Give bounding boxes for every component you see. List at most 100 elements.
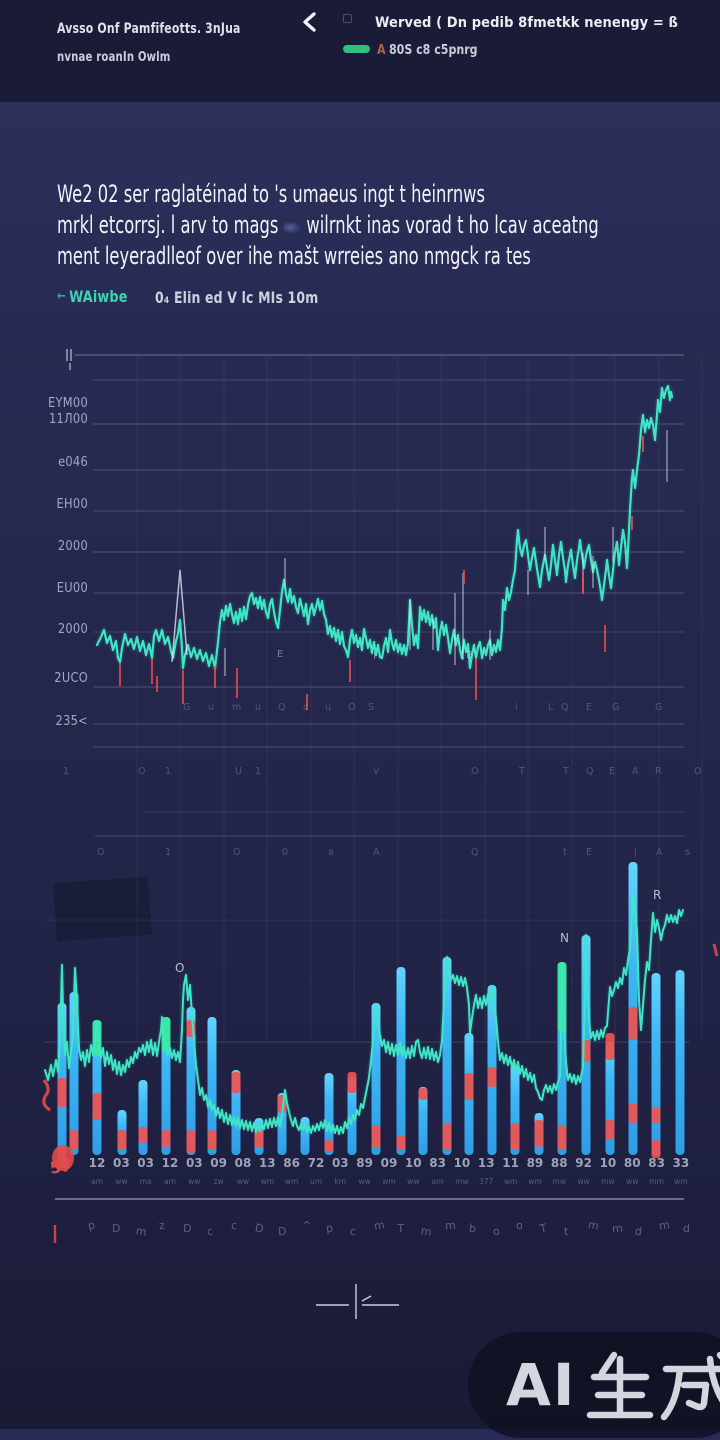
- bottom-glyph: D: [111, 1221, 121, 1236]
- bottom-glyph: m: [586, 1218, 600, 1233]
- tag-waiwbe[interactable]: ← WAiwbe: [57, 287, 128, 306]
- x-axis-sub-label: wm: [503, 1177, 518, 1186]
- x-axis-label: 13: [258, 1156, 276, 1170]
- x-axis-sub-label: ww: [626, 1177, 639, 1186]
- bar-red-segment: [92, 1093, 102, 1120]
- x-axis-label: 12: [161, 1156, 179, 1170]
- bar-red-segment: [138, 1127, 148, 1143]
- bottom-glyph: c: [349, 1224, 357, 1239]
- axis-tick-glyph: A: [373, 847, 380, 858]
- tag-elined[interactable]: 0₄ Elin ed V lc MIs 10m: [155, 288, 319, 307]
- axis-tick-glyph: Q: [278, 702, 286, 713]
- watermark-pill: AI: [468, 1332, 720, 1438]
- axis-tick-glyph: Q: [586, 766, 594, 777]
- x-axis-label: 10: [453, 1156, 471, 1170]
- bottom-glyph: m: [611, 1221, 623, 1236]
- x-axis-label: 03: [185, 1156, 203, 1170]
- y-axis-label: 2UCO: [54, 671, 88, 686]
- x-axis-label: 11: [502, 1156, 519, 1170]
- y-axis-label: 2000: [57, 539, 88, 554]
- bottom-glyph: m: [658, 1218, 671, 1233]
- axis-tick-glyph: O: [138, 766, 146, 777]
- axis-tick-glyph: u: [208, 702, 215, 713]
- bottom-glyph: o: [491, 1224, 501, 1239]
- axis-tick-glyph: |: [634, 847, 638, 858]
- axis-tick-glyph: 1: [255, 766, 262, 777]
- bar-red-segment: [347, 1072, 357, 1093]
- axis-tick-glyph: G: [655, 702, 663, 713]
- price-line: [95, 384, 674, 670]
- intro-paragraph: We2 02 ser raglatéinad to 's umaeus ingt…: [57, 179, 599, 272]
- axis-tick-glyph: U: [235, 766, 242, 777]
- red-scribble: [42, 1079, 51, 1112]
- x-axis-sub-label: ww: [577, 1177, 590, 1186]
- axis-tick-glyph: Q: [561, 702, 569, 713]
- red-blob: [52, 1145, 74, 1171]
- x-axis-label: 03: [137, 1156, 154, 1170]
- watermark-hanzi: [587, 1351, 720, 1421]
- x-axis-sub-label: am: [431, 1177, 444, 1186]
- y-axis-label: 235<: [55, 714, 88, 729]
- bar-red-segment: [605, 1120, 615, 1140]
- red-x-label: 57: [49, 1156, 74, 1178]
- x-axis-sub-label: ww: [358, 1177, 371, 1186]
- bar-red-segment: [510, 1123, 520, 1150]
- x-axis-sub-label: mw: [552, 1177, 566, 1186]
- bottom-glyph: o: [516, 1218, 524, 1233]
- bar-red-segment: [371, 1125, 381, 1148]
- chart-glyph: B: [466, 650, 473, 661]
- bar-red-segment: [534, 1120, 544, 1147]
- x-axis-sub-label: km: [334, 1177, 347, 1186]
- x-axis-sub-label: ma: [139, 1177, 152, 1186]
- axis-tick-glyph: 0: [282, 847, 289, 858]
- bar-red-segment: [628, 1103, 638, 1123]
- x-axis-sub-label: wm: [674, 1177, 688, 1186]
- chart-glyph: I: [373, 651, 376, 662]
- x-axis-sub-label: wm: [528, 1177, 542, 1186]
- bar-red-segment: [396, 1135, 406, 1150]
- volume-bar: [651, 973, 661, 1155]
- back-icon[interactable]: [301, 12, 319, 32]
- x-axis-label: 86: [283, 1156, 300, 1170]
- x-axis-label: 80: [623, 1156, 641, 1170]
- axis-tick-glyph: 1: [165, 847, 172, 858]
- report-subheader-text: A 80S c8 c5pnrg: [377, 43, 478, 58]
- x-axis-label: 03: [331, 1156, 349, 1170]
- bar-red-segment: [651, 1140, 661, 1158]
- bottom-glyph: D: [278, 1224, 288, 1239]
- axis-tick-glyph: E: [586, 702, 593, 713]
- x-axis-sub-label: ww: [115, 1177, 128, 1186]
- axis-tick-glyph: c: [303, 702, 309, 713]
- volume-bar: [186, 1007, 196, 1155]
- bottom-glyph: m: [134, 1224, 148, 1239]
- x-axis-sub-label: mm: [649, 1177, 664, 1186]
- price-line2: [44, 894, 684, 1135]
- bar-red-segment: [57, 1078, 67, 1107]
- x-axis-label: 13: [477, 1156, 495, 1170]
- x-axis-label: 10: [599, 1156, 617, 1170]
- bar-red-segment: [605, 1033, 615, 1060]
- x-axis-label: 09: [210, 1156, 227, 1170]
- x-axis-sub-label: mw: [455, 1177, 469, 1186]
- intro-line-2: mrkl etcorrsj. l arv to mags wilrnkt ina…: [57, 211, 599, 239]
- axis-tick-glyph: i: [515, 702, 518, 713]
- y-axis-label: 2000: [57, 622, 88, 637]
- bar-red-segment: [487, 1067, 497, 1087]
- bottom-strip: [0, 1429, 720, 1440]
- bar-red-segment: [464, 1073, 474, 1100]
- axis-tick-glyph: t: [563, 847, 567, 858]
- bottom-glyph: b: [468, 1221, 477, 1236]
- x-axis-sub-label: 377: [479, 1177, 494, 1186]
- bar-red-segment: [418, 1088, 428, 1100]
- chart-annotation: N: [560, 931, 569, 945]
- axis-tick-glyph: O: [694, 766, 702, 777]
- x-axis-label: 33: [672, 1156, 690, 1170]
- axis-tick-glyph: 1: [165, 766, 172, 777]
- bar-red-segment: [231, 1072, 241, 1093]
- axis-tick-glyph: u: [255, 702, 262, 713]
- x-axis-label: 09: [380, 1156, 398, 1170]
- axis-tick-glyph: V: [373, 766, 380, 777]
- x-axis-sub-label: wm: [260, 1177, 275, 1186]
- intro-line-3: ment leyeradlleof over ihe mašt wrreies …: [57, 242, 531, 270]
